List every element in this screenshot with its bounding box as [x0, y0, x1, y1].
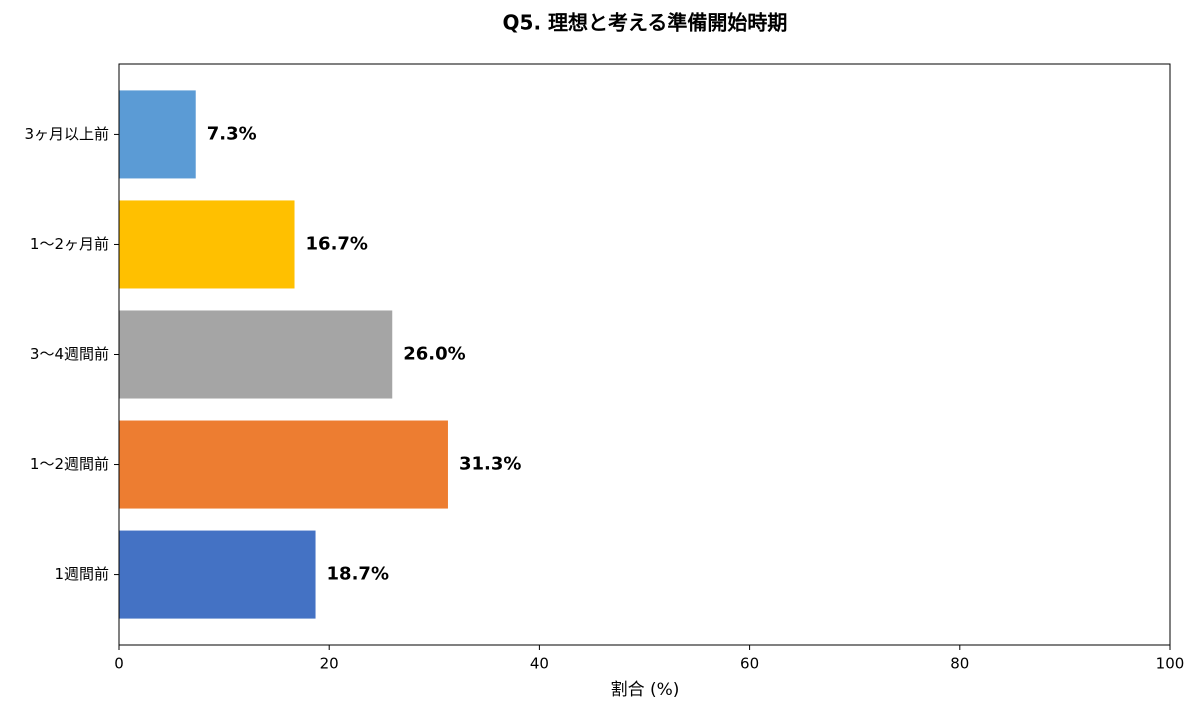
bar: [119, 530, 316, 619]
value-label: 16.7%: [306, 233, 368, 254]
value-label: 18.7%: [327, 564, 389, 585]
x-tick-label: 60: [740, 655, 759, 673]
y-tick-label: 3ヶ月以上前: [24, 125, 109, 143]
value-label: 26.0%: [403, 344, 465, 365]
x-tick-label: 40: [530, 655, 549, 673]
bar: [119, 420, 448, 509]
x-tick-label: 20: [320, 655, 339, 673]
bar: [119, 310, 393, 399]
plot-frame: [118, 63, 1171, 646]
y-tick-label: 1〜2ヶ月前: [30, 235, 109, 253]
value-label: 31.3%: [459, 454, 521, 475]
x-tick-label: 80: [950, 655, 969, 673]
chart-title: Q5. 理想と考える準備開始時期: [503, 11, 788, 35]
x-tick-label: 0: [114, 655, 124, 673]
x-axis-label: 割合 (%): [611, 680, 680, 700]
value-label: 7.3%: [207, 123, 257, 144]
x-tick-label: 100: [1156, 655, 1185, 673]
y-tick-label: 1週間前: [54, 565, 109, 583]
bar: [119, 200, 295, 289]
y-tick-label: 3〜4週間前: [30, 345, 109, 363]
bar: [119, 90, 196, 179]
y-tick-label: 1〜2週間前: [30, 455, 109, 473]
